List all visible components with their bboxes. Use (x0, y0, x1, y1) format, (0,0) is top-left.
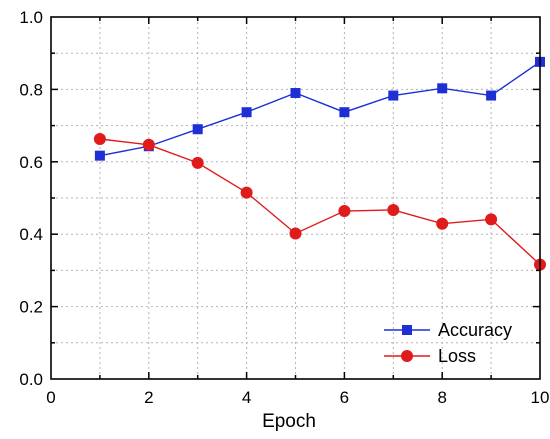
legend-label-accuracy: Accuracy (438, 320, 512, 340)
legend-marker-accuracy (402, 325, 412, 335)
loss-line (99, 138, 541, 266)
loss-point (436, 217, 449, 230)
x-tick-label: 0 (46, 388, 55, 407)
legend-entry-loss: Loss (384, 346, 476, 366)
loss-point (93, 132, 106, 145)
accuracy-line (99, 61, 541, 157)
loss-point (191, 156, 204, 169)
accuracy-point (339, 107, 350, 118)
accuracy-point (290, 88, 301, 99)
x-tick-label: 2 (144, 388, 153, 407)
accuracy-point (94, 150, 105, 161)
x-tick-label: 8 (437, 388, 446, 407)
loss-point (240, 186, 253, 199)
accuracy-point (388, 90, 399, 101)
x-tick-label: 10 (531, 388, 550, 407)
series-layer (93, 56, 546, 271)
legend: Accuracy Loss (384, 320, 512, 366)
y-tick-label: 0.2 (19, 298, 43, 317)
x-tick-label: 4 (242, 388, 251, 407)
accuracy-point (192, 124, 203, 135)
accuracy-point (437, 83, 448, 94)
legend-entry-accuracy: Accuracy (384, 320, 512, 340)
legend-marker-loss (401, 350, 413, 362)
x-axis-title: Epoch (262, 411, 316, 432)
y-tick-label: 0.8 (19, 80, 43, 99)
loss-point (289, 227, 302, 240)
loss-point (485, 213, 498, 226)
y-tick-label: 1.0 (19, 8, 43, 27)
y-tick-label: 0.4 (19, 225, 43, 244)
loss-point (142, 138, 155, 151)
axis-ticks: 0 2 4 6 8 10 0.0 0.2 0.4 0.6 0.8 1.0 (19, 8, 549, 407)
grid-lines (51, 17, 540, 379)
y-tick-label: 0.6 (19, 153, 43, 172)
loss-point (338, 205, 351, 218)
accuracy-series (94, 56, 545, 161)
x-tick-label: 6 (340, 388, 349, 407)
loss-point (387, 203, 400, 216)
legend-label-loss: Loss (438, 346, 476, 366)
accuracy-point (241, 107, 252, 118)
accuracy-point (486, 90, 497, 101)
loss-series (93, 132, 546, 271)
y-tick-label: 0.0 (19, 370, 43, 389)
